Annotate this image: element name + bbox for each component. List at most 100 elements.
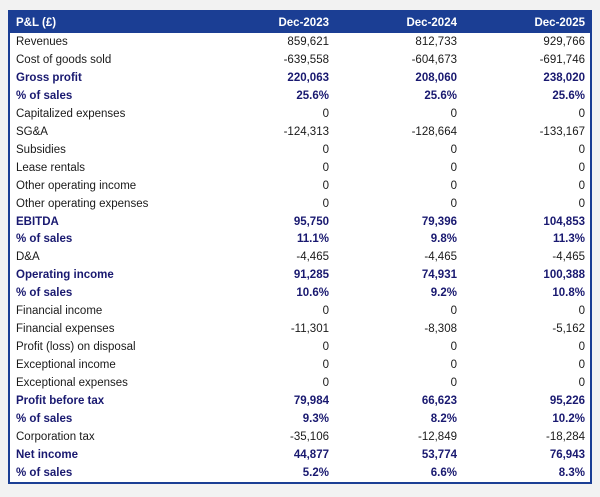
value-cell: 0 [578, 107, 585, 120]
table-row: % of sales 10.6% 9.2% 10.8% [10, 284, 590, 302]
table-row: EBITDA 95,750 79,396 104,853 [10, 213, 590, 231]
value-cell: 11.1% [297, 233, 329, 246]
value-cell: -4,465 [296, 251, 329, 264]
row-label-cell: % of sales [16, 466, 73, 479]
pnl-table: P&L (£) Dec-2023 Dec-2024 Dec-2025 Reven… [10, 12, 590, 482]
value-cell: 10.2% [552, 412, 585, 425]
value-cell: 25.6% [296, 89, 329, 102]
row-label-cell: Profit (loss) on disposal [16, 341, 136, 354]
header-cell-dec-2023: Dec-2023 [206, 12, 334, 33]
value-cell: 79,396 [421, 215, 457, 228]
value-cell: 91,285 [293, 269, 329, 282]
value-cell: 0 [450, 341, 457, 354]
value-cell: 0 [450, 161, 457, 174]
value-cell: -12,849 [417, 430, 457, 443]
table-row: Cost of goods sold -639,558 -604,673 -691,7… [10, 51, 590, 69]
value-cell: 859,621 [287, 35, 329, 48]
table-row: Revenues 859,621 812,733 929,766 [10, 33, 590, 51]
value-cell: 0 [322, 341, 329, 354]
row-label-cell: Financial expenses [16, 323, 115, 336]
table-row: Net income 44,877 53,774 76,943 [10, 446, 590, 464]
value-cell: 0 [450, 377, 457, 390]
value-cell: 812,733 [415, 35, 457, 48]
value-cell: 10.8% [552, 287, 585, 300]
value-cell: 0 [322, 107, 329, 120]
value-cell: -124,313 [283, 125, 329, 138]
row-label-cell: EBITDA [16, 215, 59, 228]
table-row: Exceptional expenses 0 0 0 [10, 374, 590, 392]
value-cell: 208,060 [415, 71, 457, 84]
row-label-cell: Net income [16, 448, 78, 461]
header-cell-pnl: P&L (£) [10, 12, 206, 33]
table-row: Profit before tax 79,984 66,623 95,226 [10, 392, 590, 410]
value-cell: 0 [450, 179, 457, 192]
table-row: % of sales 9.3% 8.2% 10.2% [10, 410, 590, 428]
value-cell: 0 [578, 143, 585, 156]
row-label-cell: Exceptional income [16, 359, 116, 372]
row-label-cell: SG&A [16, 125, 48, 138]
row-label-cell: Profit before tax [16, 395, 105, 408]
value-cell: -691,746 [539, 53, 585, 66]
value-cell: 9.8% [430, 233, 457, 246]
row-label-cell: Subsidies [16, 143, 66, 156]
table-row: Other operating income 0 0 0 [10, 177, 590, 195]
value-cell: -133,167 [539, 125, 585, 138]
row-label-cell: Lease rentals [16, 161, 86, 174]
value-cell: 25.6% [552, 89, 585, 102]
table-row: Operating income 91,285 74,931 100,388 [10, 266, 590, 284]
value-cell: 0 [450, 305, 457, 318]
row-label-cell: % of sales [16, 89, 73, 102]
value-cell: 76,943 [549, 448, 585, 461]
value-cell: 25.6% [424, 89, 457, 102]
value-cell: -128,664 [411, 125, 457, 138]
row-label-cell: Other operating expenses [16, 197, 149, 210]
value-cell: 0 [322, 377, 329, 390]
table-row: Capitalized expenses 0 0 0 [10, 105, 590, 123]
table-row: % of sales 5.2% 6.6% 8.3% [10, 464, 590, 482]
value-cell: -8,308 [424, 323, 457, 336]
value-cell: 0 [578, 377, 585, 390]
value-cell: 100,388 [543, 269, 585, 282]
table-row: Financial income 0 0 0 [10, 302, 590, 320]
row-label-cell: Corporation tax [16, 430, 95, 443]
value-cell: 0 [450, 197, 457, 210]
value-cell: 929,766 [543, 35, 585, 48]
row-label-cell: Capitalized expenses [16, 107, 126, 120]
value-cell: 5.2% [302, 466, 329, 479]
value-cell: -604,673 [411, 53, 457, 66]
header-cell-dec-2024: Dec-2024 [334, 12, 462, 33]
value-cell: 66,623 [421, 395, 457, 408]
value-cell: -18,284 [545, 430, 585, 443]
value-cell: -35,106 [289, 430, 329, 443]
value-cell: 0 [578, 179, 585, 192]
row-label-cell: % of sales [16, 412, 73, 425]
value-cell: 44,877 [293, 448, 329, 461]
value-cell: 0 [578, 161, 585, 174]
value-cell: 74,931 [421, 269, 457, 282]
row-label-cell: Exceptional expenses [16, 377, 128, 390]
value-cell: 0 [450, 143, 457, 156]
value-cell: -4,465 [552, 251, 585, 264]
value-cell: 95,750 [293, 215, 329, 228]
row-label-cell: Gross profit [16, 71, 82, 84]
value-cell: -4,465 [424, 251, 457, 264]
value-cell: -639,558 [283, 53, 329, 66]
table-body: Revenues 859,621 812,733 929,766 Cost of goo… [10, 33, 590, 482]
table-row: Exceptional income 0 0 0 [10, 356, 590, 374]
value-cell: 0 [578, 341, 585, 354]
value-cell: 6.6% [430, 466, 457, 479]
row-label-cell: Revenues [16, 35, 68, 48]
table-row: Other operating expenses 0 0 0 [10, 195, 590, 213]
value-cell: 8.3% [558, 466, 585, 479]
table-row: Corporation tax -35,106 -12,849 -18,284 [10, 428, 590, 446]
value-cell: 11.3% [553, 233, 585, 246]
value-cell: 10.6% [296, 287, 329, 300]
table-row: % of sales 11.1% 9.8% 11.3% [10, 230, 590, 248]
header-cell-dec-2025: Dec-2025 [462, 12, 590, 33]
table-row: % of sales 25.6% 25.6% 25.6% [10, 87, 590, 105]
value-cell: 0 [450, 107, 457, 120]
value-cell: 0 [578, 359, 585, 372]
row-label-cell: Financial income [16, 305, 103, 318]
value-cell: 0 [322, 197, 329, 210]
value-cell: 0 [322, 143, 329, 156]
